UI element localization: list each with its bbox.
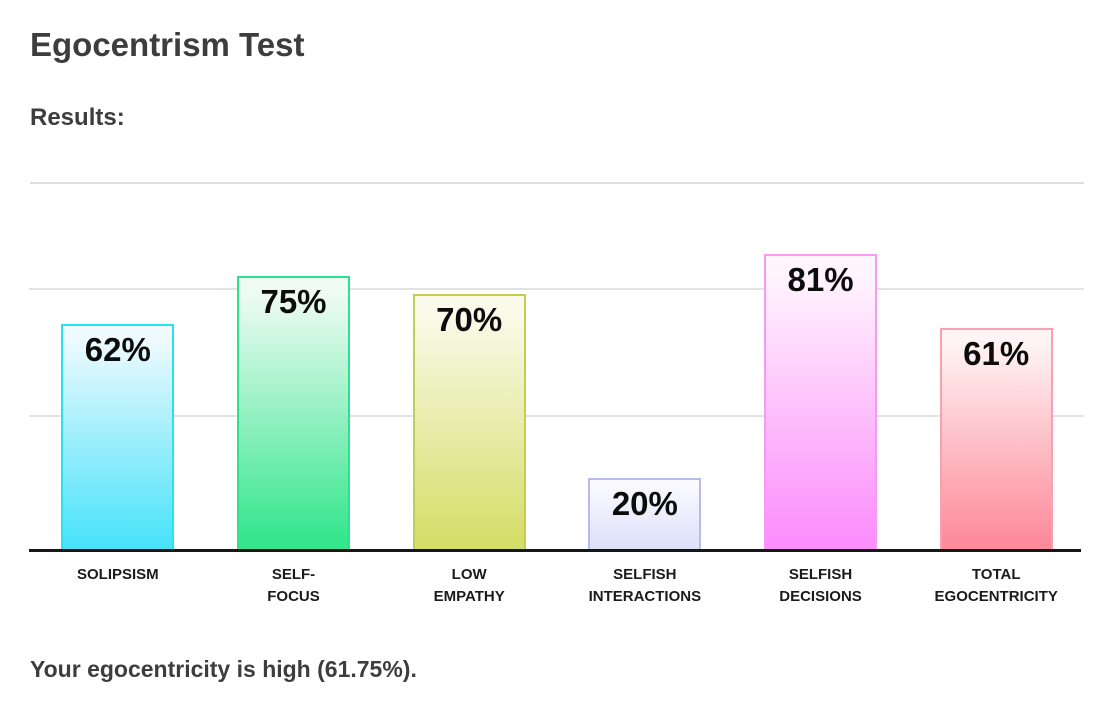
bar-self-focus: 75% bbox=[237, 276, 350, 552]
category-label-solipsism: SOLIPSISM bbox=[76, 566, 159, 583]
bar-slot: 70% bbox=[381, 184, 557, 552]
category-label-low-empathy: LOW EMPATHY bbox=[433, 566, 505, 605]
bar-solipsism: 62% bbox=[61, 324, 175, 552]
gridline bbox=[29, 288, 1084, 290]
bar-slot: 61% bbox=[908, 184, 1084, 552]
bar-slot: 20% bbox=[557, 184, 733, 552]
bar-slot: 75% bbox=[206, 184, 382, 552]
category-label-selfish-interactions: SELFISH INTERACTIONS bbox=[588, 566, 702, 605]
bar-value-label: 62% bbox=[84, 331, 151, 368]
bar-total-egocentricity: 61% bbox=[939, 328, 1053, 552]
bar-selfish-interactions: 20% bbox=[588, 478, 702, 552]
page-title: Egocentrism Test bbox=[30, 26, 305, 63]
bar-value-label: 75% bbox=[260, 283, 327, 320]
summary-text: Your egocentricity is high (61.75%). bbox=[30, 656, 417, 682]
category-label-total-egocentricity: TOTAL EGOCENTRICITY bbox=[934, 566, 1058, 605]
bar-slot: 62% bbox=[30, 184, 206, 552]
bar-slot: 81% bbox=[733, 184, 909, 552]
bars-row: 62% 75% 70% 20% 81% 61% bbox=[30, 184, 1084, 552]
category-label-self-focus: SELF- FOCUS bbox=[267, 566, 320, 605]
gridline bbox=[29, 415, 1084, 417]
bar-value-label: 81% bbox=[787, 261, 854, 298]
bar-chart: 62% 75% 70% 20% 81% 61% bbox=[29, 184, 1084, 552]
section-divider bbox=[30, 182, 1084, 184]
category-label-selfish-decisions: SELFISH DECISIONS bbox=[779, 566, 862, 605]
bar-value-label: 70% bbox=[436, 301, 503, 338]
bar-value-label: 20% bbox=[611, 485, 678, 522]
bar-value-label: 61% bbox=[963, 335, 1030, 372]
bar-low-empathy: 70% bbox=[412, 294, 526, 552]
category-labels-row: SOLIPSISM SELF- FOCUS LOW EMPATHY SELFISH I… bbox=[30, 564, 1084, 608]
x-axis-line bbox=[29, 549, 1081, 552]
results-heading: Results: bbox=[30, 104, 125, 131]
bar-selfish-decisions: 81% bbox=[764, 254, 878, 552]
